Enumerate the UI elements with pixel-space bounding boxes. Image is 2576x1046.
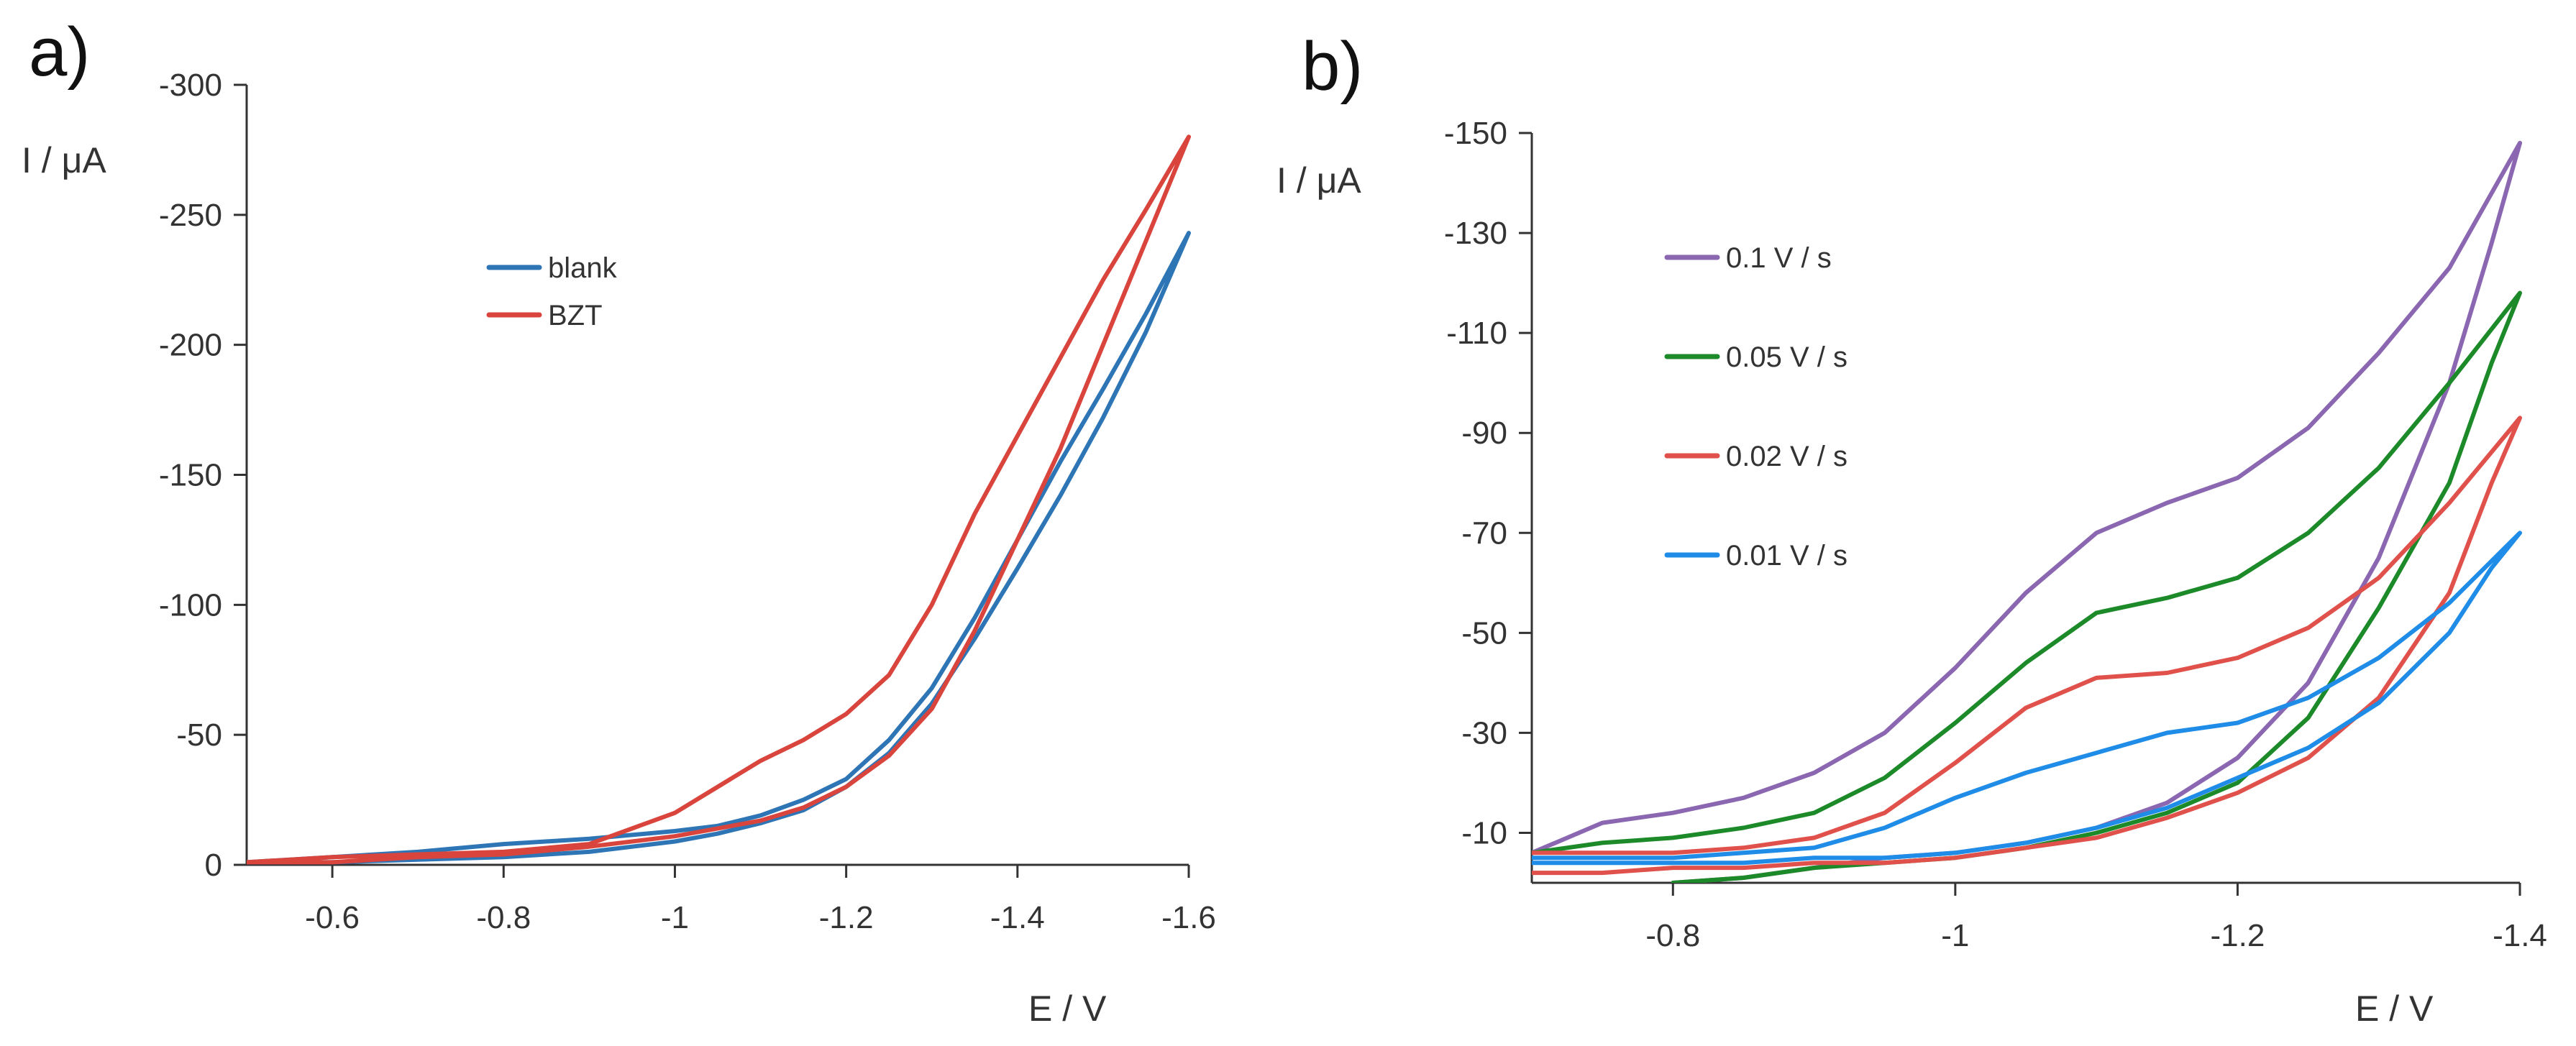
panel-b-y-tick-label: -30 [1461, 715, 1507, 751]
panel-b-series-0-05-v-s [1532, 290, 2522, 883]
panel-b-legend-label-0-1-v-s: 0.1 V / s [1726, 242, 1832, 274]
panel-a-y-tick-label: -300 [159, 68, 222, 103]
panel-b-y-tick-label: -150 [1444, 116, 1507, 151]
panel-a-x-axis-title: E / V [1028, 988, 1107, 1029]
panel-b-legend-label-0-02-v-s: 0.02 V / s [1726, 441, 1847, 472]
panel-b-y-tick-label: -130 [1444, 216, 1507, 251]
panel-b-x-axis-title: E / V [2355, 988, 2434, 1029]
panel-a-legend-label-blank: blank [548, 252, 618, 284]
panel-b-series-0-02-v-s [1532, 416, 2522, 876]
panel-b-y-tick-label: -110 [1446, 316, 1507, 351]
panel-b-x-tick-label: -1.4 [2493, 918, 2547, 953]
panel-b-x-tick-label: -1.2 [2211, 918, 2265, 953]
panel-a-x-tick-label: -1.2 [819, 900, 874, 935]
panel-b-label: b) [1302, 28, 1363, 105]
panel-a-x-tick-label: -1.4 [990, 900, 1045, 935]
panel-a-y-tick-label: -150 [159, 458, 222, 493]
panel-a-x-tick-label: -1.6 [1161, 900, 1216, 935]
panel-a-y-tick-label: -250 [159, 198, 222, 233]
panel-b-y-tick-label: -90 [1461, 416, 1507, 451]
panel-a-y-tick-label: -200 [159, 328, 222, 363]
panel-a-series-bzt [247, 134, 1191, 865]
panel-a-y-tick-label: -100 [159, 587, 222, 623]
panel-a-x-tick-label: -1 [661, 900, 689, 935]
panel-a-legend-label-bzt: BZT [548, 300, 603, 331]
panel-b-legend-label-0-05-v-s: 0.05 V / s [1726, 341, 1847, 373]
panel-a-y-tick-label: 0 [205, 848, 222, 883]
panel-a-x-tick-label: -0.6 [305, 900, 360, 935]
panel-b-y-tick-label: -70 [1461, 515, 1507, 551]
panel-b-legend-label-0-01-v-s: 0.01 V / s [1726, 540, 1847, 572]
panel-b-y-axis-title: I / μA [1276, 160, 1361, 201]
panel-b-series-0-01-v-s [1532, 531, 2522, 866]
panel-a-x-tick-label: -0.8 [476, 900, 531, 935]
panel-b-y-tick-label: -50 [1461, 615, 1507, 651]
panel-b-x-tick-label: -1 [1941, 918, 1969, 953]
panel-a-y-axis-title: I / μA [22, 140, 106, 180]
panel-a-label: a) [29, 14, 90, 91]
panel-b-y-tick-label: -10 [1461, 815, 1507, 850]
panel-b-x-tick-label: -0.8 [1645, 918, 1700, 953]
panel-a-y-tick-label: -50 [176, 717, 222, 753]
panel-a-series-blank [247, 231, 1191, 865]
